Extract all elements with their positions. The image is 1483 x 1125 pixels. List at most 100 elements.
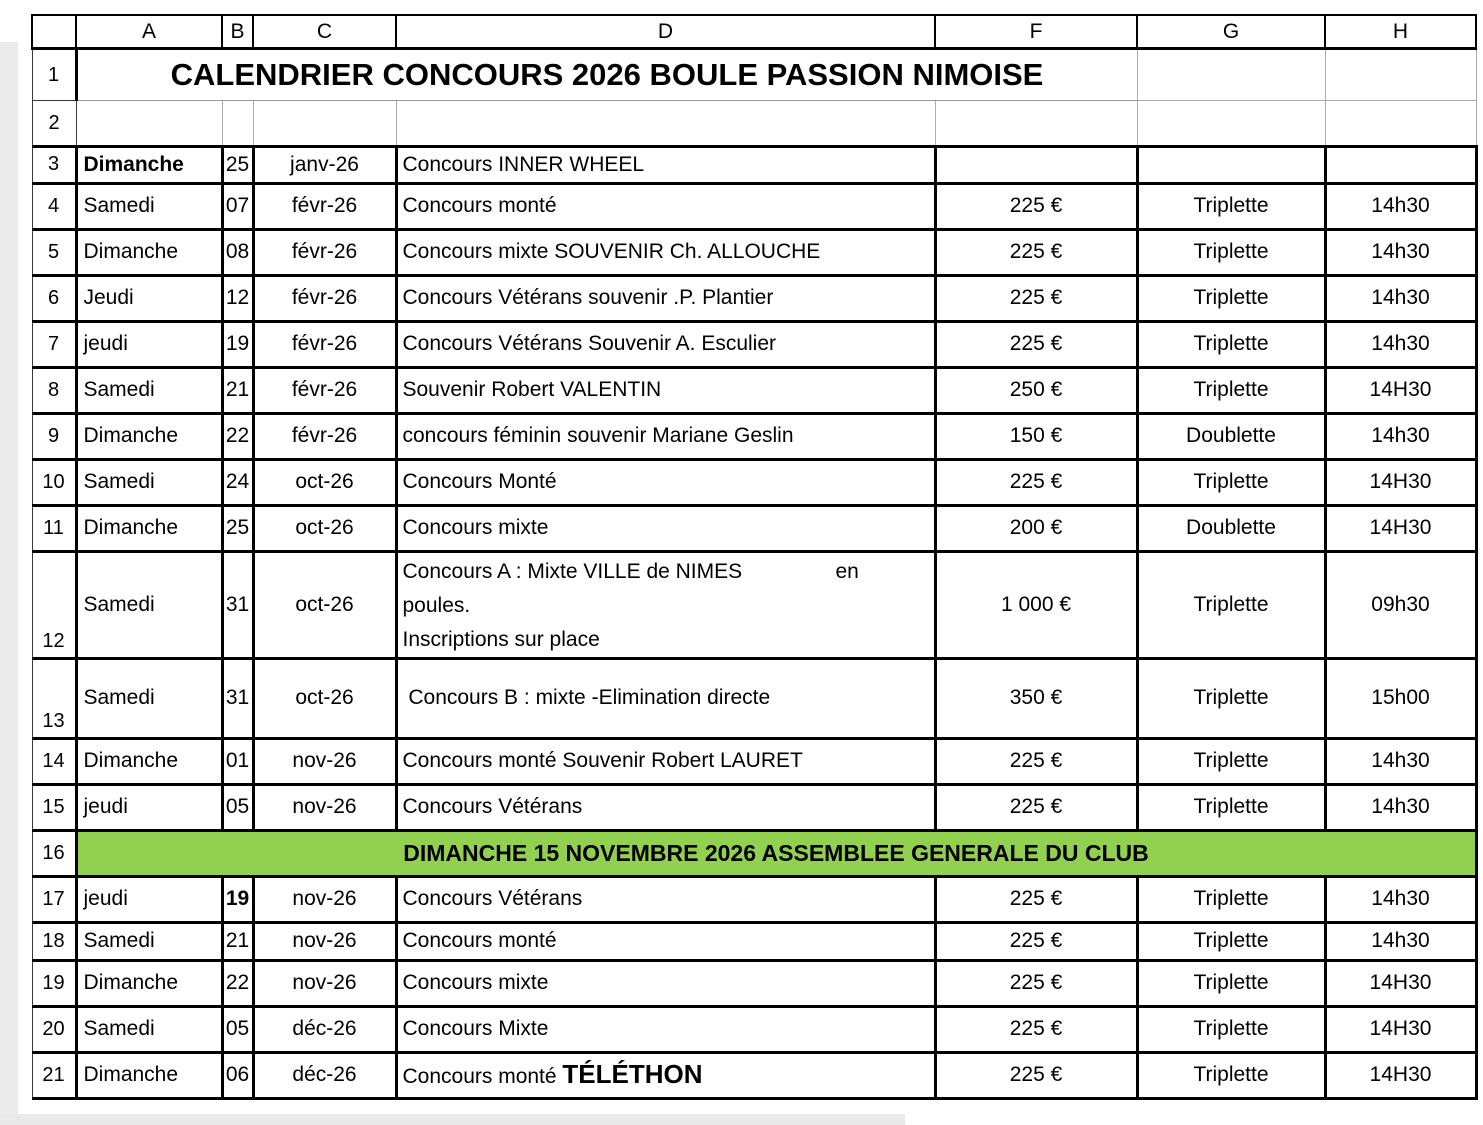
cell-day[interactable]: Dimanche: [74, 503, 224, 553]
row-number[interactable]: 21: [31, 1050, 77, 1100]
cell-month[interactable]: oct-26: [251, 549, 398, 660]
cell-time[interactable]: 14H30: [1323, 457, 1478, 507]
cell-d[interactable]: Concours monté Souvenir Robert LAURET: [394, 736, 937, 786]
cell-day[interactable]: jeudi: [74, 782, 224, 832]
cell-prize[interactable]: 225 €: [933, 227, 1139, 277]
cell-prize[interactable]: 150 €: [933, 411, 1139, 461]
row-number[interactable]: 6: [31, 273, 77, 323]
cell-daynum[interactable]: 01: [220, 736, 255, 786]
cell-daynum[interactable]: 21: [220, 920, 255, 962]
cell-prize[interactable]: 225 €: [933, 181, 1139, 231]
cell-month[interactable]: nov-26: [251, 736, 398, 786]
cell-daynum[interactable]: 19: [220, 874, 255, 924]
cell-day[interactable]: Samedi: [74, 457, 224, 507]
col-header-g[interactable]: G: [1136, 14, 1326, 50]
cell-format[interactable]: Triplette: [1135, 656, 1327, 740]
cell-time[interactable]: 15h00: [1323, 656, 1478, 740]
cell-time[interactable]: 14h30: [1323, 411, 1478, 461]
row-number[interactable]: 7: [31, 319, 77, 369]
cell-time[interactable]: 14h30: [1323, 319, 1478, 369]
cell-day[interactable]: jeudi: [74, 874, 224, 924]
cell-time[interactable]: 14h30: [1323, 782, 1478, 832]
corner-cell[interactable]: [31, 14, 77, 50]
col-header-c[interactable]: C: [252, 14, 397, 50]
cell-prize[interactable]: 225 €: [933, 319, 1139, 369]
cell-format[interactable]: Triplette: [1135, 920, 1327, 962]
row-number[interactable]: 3: [31, 145, 77, 185]
cell-day[interactable]: jeudi: [74, 319, 224, 369]
cell-d[interactable]: Souvenir Robert VALENTIN: [394, 365, 937, 415]
cell-format[interactable]: Triplette: [1135, 1050, 1327, 1100]
cell-daynum[interactable]: 22: [220, 958, 255, 1008]
cell-d[interactable]: concours féminin souvenir Mariane Geslin: [394, 411, 937, 461]
cell-d[interactable]: Concours Vétérans: [394, 782, 937, 832]
cell-b2[interactable]: [221, 100, 254, 147]
row-number[interactable]: 19: [31, 958, 77, 1008]
cell-daynum[interactable]: 31: [220, 656, 255, 740]
cell-format[interactable]: Triplette: [1135, 874, 1327, 924]
cell-time[interactable]: 14h30: [1323, 227, 1478, 277]
cell-month[interactable]: déc-26: [251, 1004, 398, 1054]
cell-prize[interactable]: 225 €: [933, 736, 1139, 786]
cell-format[interactable]: Triplette: [1135, 457, 1327, 507]
cell-time[interactable]: 14H30: [1323, 503, 1478, 553]
cell-day[interactable]: Samedi: [74, 656, 224, 740]
cell-prize[interactable]: [933, 145, 1139, 185]
cell-format[interactable]: Triplette: [1135, 181, 1327, 231]
row-number[interactable]: 1: [31, 48, 77, 101]
row-number[interactable]: 12: [31, 549, 77, 660]
cell-time[interactable]: 14h30: [1323, 736, 1478, 786]
cell-d[interactable]: Concours Vétérans Souvenir A. Esculier: [394, 319, 937, 369]
cell-format[interactable]: Triplette: [1135, 273, 1327, 323]
col-header-h[interactable]: H: [1324, 14, 1477, 50]
cell-prize[interactable]: 225 €: [933, 1050, 1139, 1100]
cell-format[interactable]: Triplette: [1135, 365, 1327, 415]
cell-d[interactable]: Concours Mixte: [394, 1004, 937, 1054]
cell-prize[interactable]: 225 €: [933, 1004, 1139, 1054]
cell-time[interactable]: [1323, 145, 1478, 185]
col-header-d[interactable]: D: [395, 14, 936, 50]
cell-day[interactable]: Dimanche: [74, 736, 224, 786]
row-number[interactable]: 8: [31, 365, 77, 415]
cell-daynum[interactable]: 21: [220, 365, 255, 415]
cell-time[interactable]: 14h30: [1323, 920, 1478, 962]
cell-h2[interactable]: [1324, 100, 1477, 147]
cell-time[interactable]: 14h30: [1323, 273, 1478, 323]
cell-month[interactable]: nov-26: [251, 920, 398, 962]
cell-d[interactable]: Concours INNER WHEEL: [394, 145, 937, 185]
cell-f2[interactable]: [934, 100, 1138, 147]
cell-day[interactable]: Dimanche: [74, 1050, 224, 1100]
row-number[interactable]: 15: [31, 782, 77, 832]
cell-month[interactable]: févr-26: [251, 319, 398, 369]
cell-prize[interactable]: 200 €: [933, 503, 1139, 553]
col-header-a[interactable]: A: [75, 14, 223, 50]
row-number[interactable]: 14: [31, 736, 77, 786]
cell-prize[interactable]: 1 000 €: [933, 549, 1139, 660]
cell-d2[interactable]: [395, 100, 936, 147]
cell-daynum[interactable]: 31: [220, 549, 255, 660]
cell-time[interactable]: 14h30: [1323, 181, 1478, 231]
row-number[interactable]: 17: [31, 874, 77, 924]
cell-prize[interactable]: 250 €: [933, 365, 1139, 415]
cell-format[interactable]: Triplette: [1135, 319, 1327, 369]
cell-daynum[interactable]: 12: [220, 273, 255, 323]
row-number[interactable]: 9: [31, 411, 77, 461]
cell-a2[interactable]: [75, 100, 223, 147]
cell-daynum[interactable]: 07: [220, 181, 255, 231]
cell-daynum[interactable]: 08: [220, 227, 255, 277]
cell-month[interactable]: févr-26: [251, 365, 398, 415]
row-number[interactable]: 10: [31, 457, 77, 507]
cell-d[interactable]: Concours mixte: [394, 503, 937, 553]
cell-h1[interactable]: [1324, 48, 1477, 101]
cell-day[interactable]: Samedi: [74, 920, 224, 962]
cell-month[interactable]: nov-26: [251, 782, 398, 832]
cell-month[interactable]: oct-26: [251, 656, 398, 740]
cell-prize[interactable]: 225 €: [933, 782, 1139, 832]
cell-month[interactable]: févr-26: [251, 273, 398, 323]
cell-daynum[interactable]: 06: [220, 1050, 255, 1100]
cell-d[interactable]: Concours Monté: [394, 457, 937, 507]
cell-month[interactable]: nov-26: [251, 874, 398, 924]
cell-prize[interactable]: 225 €: [933, 958, 1139, 1008]
row-number[interactable]: 18: [31, 920, 77, 962]
cell-g1[interactable]: [1136, 48, 1326, 101]
